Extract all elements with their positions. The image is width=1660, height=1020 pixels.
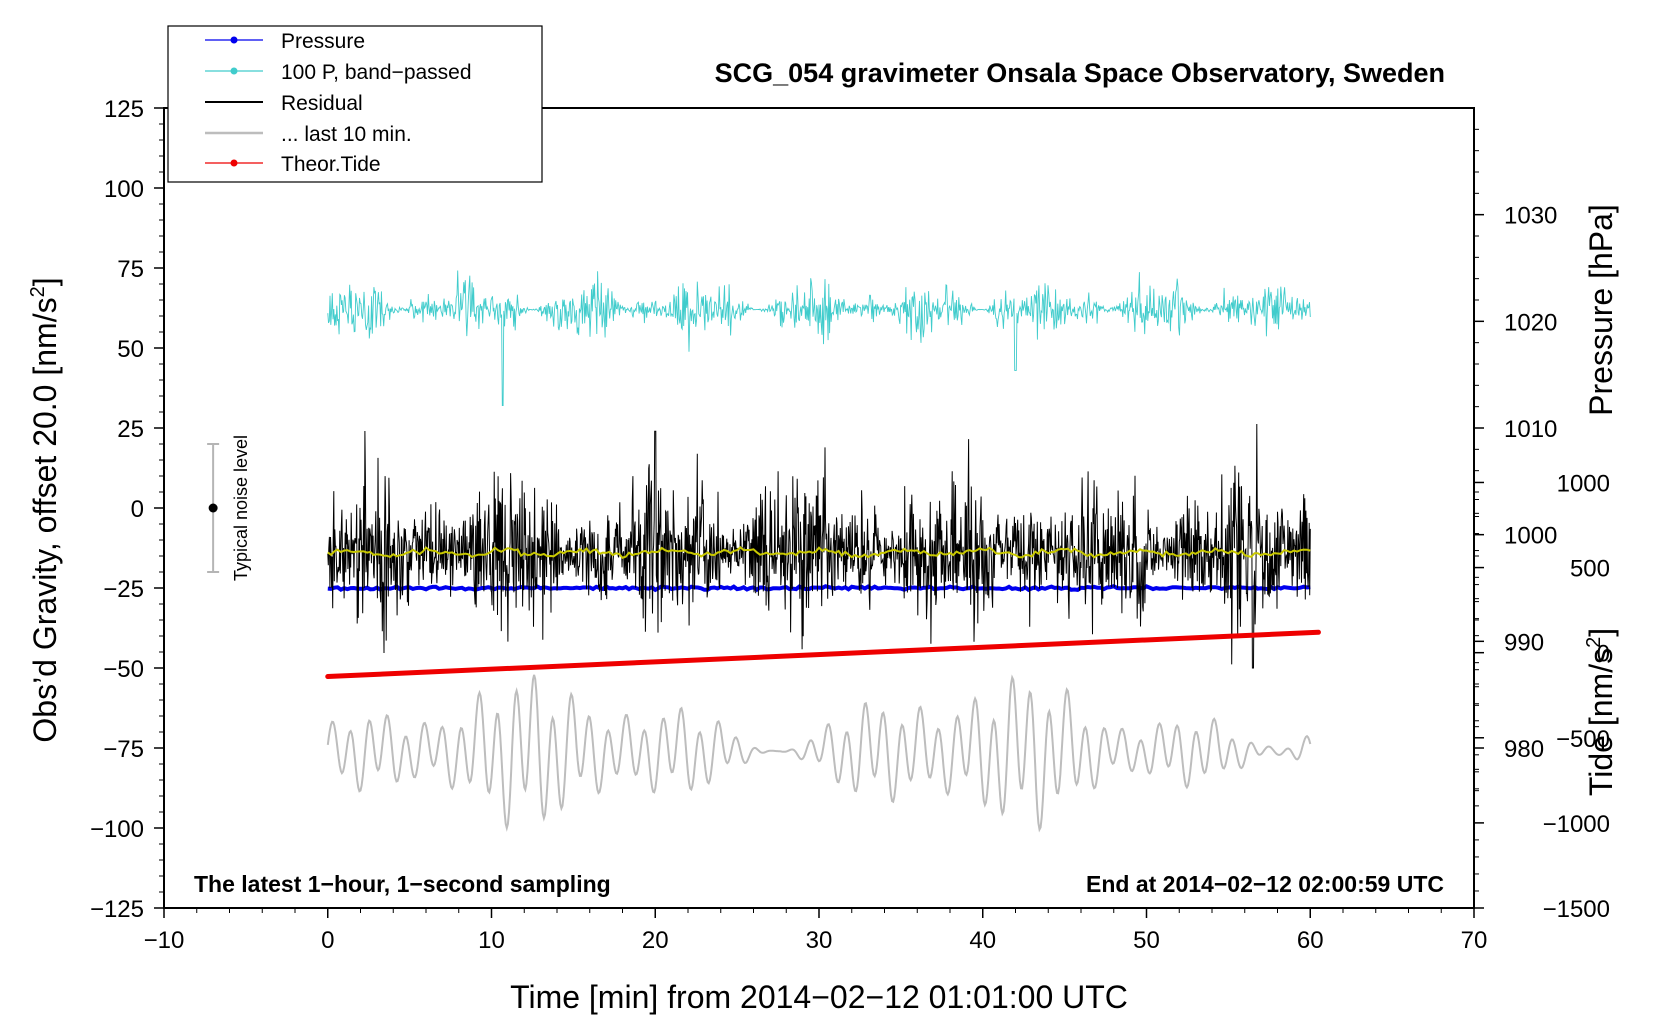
series-last-10-min xyxy=(326,674,1312,833)
x-tick-label: 40 xyxy=(969,927,996,954)
legend-box xyxy=(167,25,543,183)
x-tick-label: 30 xyxy=(806,927,833,954)
tide-tick-label: 0 xyxy=(1597,641,1610,668)
tide-tick-label: −500 xyxy=(1556,726,1610,753)
data-series xyxy=(325,270,1321,833)
y-tick-label: −50 xyxy=(103,656,144,683)
pressure-tick-label: 980 xyxy=(1504,736,1544,763)
y-axis-ticks: 125 100 75 50 25 0 −25 −50 −75 −100 −125 xyxy=(90,96,164,923)
y-tick-label: 25 xyxy=(117,416,144,443)
x-axis-ticks: −10 0 10 20 30 40 50 60 70 xyxy=(144,908,1488,954)
y-tick-label: 0 xyxy=(131,496,144,523)
x-tick-label: 0 xyxy=(321,927,334,954)
x-tick-label: 50 xyxy=(1133,927,1160,954)
tide-tick-label: 1000 xyxy=(1557,470,1610,497)
legend-label-pressure: Pressure xyxy=(281,30,365,53)
y-tick-label: −75 xyxy=(103,736,144,763)
pressure-tick-label: 1010 xyxy=(1504,416,1557,443)
x-tick-label: 20 xyxy=(642,927,669,954)
tide-tick-label: −1000 xyxy=(1543,811,1610,838)
series-bandpassed-pressure xyxy=(327,270,1311,407)
y-axis-title-tide: Tide [nm/s2] xyxy=(1583,628,1619,796)
tide-axis-ticks: 1000 500 0 −500 −1000 −1500 xyxy=(1474,470,1610,923)
legend-label-residual: Residual xyxy=(281,92,363,115)
pressure-tick-label: 1020 xyxy=(1504,309,1557,336)
chart-title: SCG_054 gravimeter Onsala Space Observat… xyxy=(715,58,1445,88)
series-pressure xyxy=(327,583,1311,593)
x-tick-label: 60 xyxy=(1297,927,1324,954)
noise-bar-label: Typical noise level xyxy=(231,435,251,581)
tide-tick-label: −1500 xyxy=(1543,896,1610,923)
x-tick-label: 70 xyxy=(1461,927,1488,954)
legend-marker-tide xyxy=(230,159,238,167)
y-tick-label: 100 xyxy=(104,176,144,203)
legend: Pressure 100 P, band−passed Residual ...… xyxy=(167,25,543,183)
y-tick-label: 125 xyxy=(104,96,144,123)
annotation-left: The latest 1−hour, 1−second sampling xyxy=(194,871,611,897)
legend-label-last10: ... last 10 min. xyxy=(281,123,412,146)
x-axis-title: Time [min] from 2014−02−12 01:01:00 UTC xyxy=(510,979,1128,1015)
tide-tick-label: 500 xyxy=(1570,556,1610,583)
y-axis-title-pressure: Pressure [hPa] xyxy=(1583,204,1619,416)
noise-bar: Typical noise level xyxy=(207,435,251,581)
y-tick-label: −25 xyxy=(103,576,144,603)
legend-label-bandpassed: 100 P, band−passed xyxy=(281,61,472,84)
legend-label-tide: Theor.Tide xyxy=(281,153,381,176)
series-residual xyxy=(327,423,1311,669)
pressure-tick-label: 1000 xyxy=(1504,523,1557,550)
y-tick-label: −125 xyxy=(90,896,144,923)
pressure-tick-label: 1030 xyxy=(1504,203,1557,230)
annotation-right: End at 2014−02−12 02:00:59 UTC xyxy=(1086,871,1444,897)
x-tick-label: −10 xyxy=(144,927,185,954)
noise-bar-center-dot xyxy=(208,503,218,513)
y-axis-title-left: Obs’d Gravity, offset 20.0 [nm/s2] xyxy=(27,277,63,742)
y-tick-label: 75 xyxy=(117,256,144,283)
pressure-tick-label: 990 xyxy=(1504,629,1544,656)
x-tick-label: 10 xyxy=(478,927,505,954)
y-tick-label: −100 xyxy=(90,816,144,843)
series-theoretical-tide xyxy=(325,629,1321,680)
legend-marker-pressure xyxy=(230,36,238,44)
y-tick-label: 50 xyxy=(117,336,144,363)
series-smoothed-residual xyxy=(327,545,1311,559)
legend-marker-bandpassed xyxy=(230,67,238,75)
pressure-axis-ticks: 1030 1020 1010 1000 990 980 xyxy=(1474,128,1557,792)
